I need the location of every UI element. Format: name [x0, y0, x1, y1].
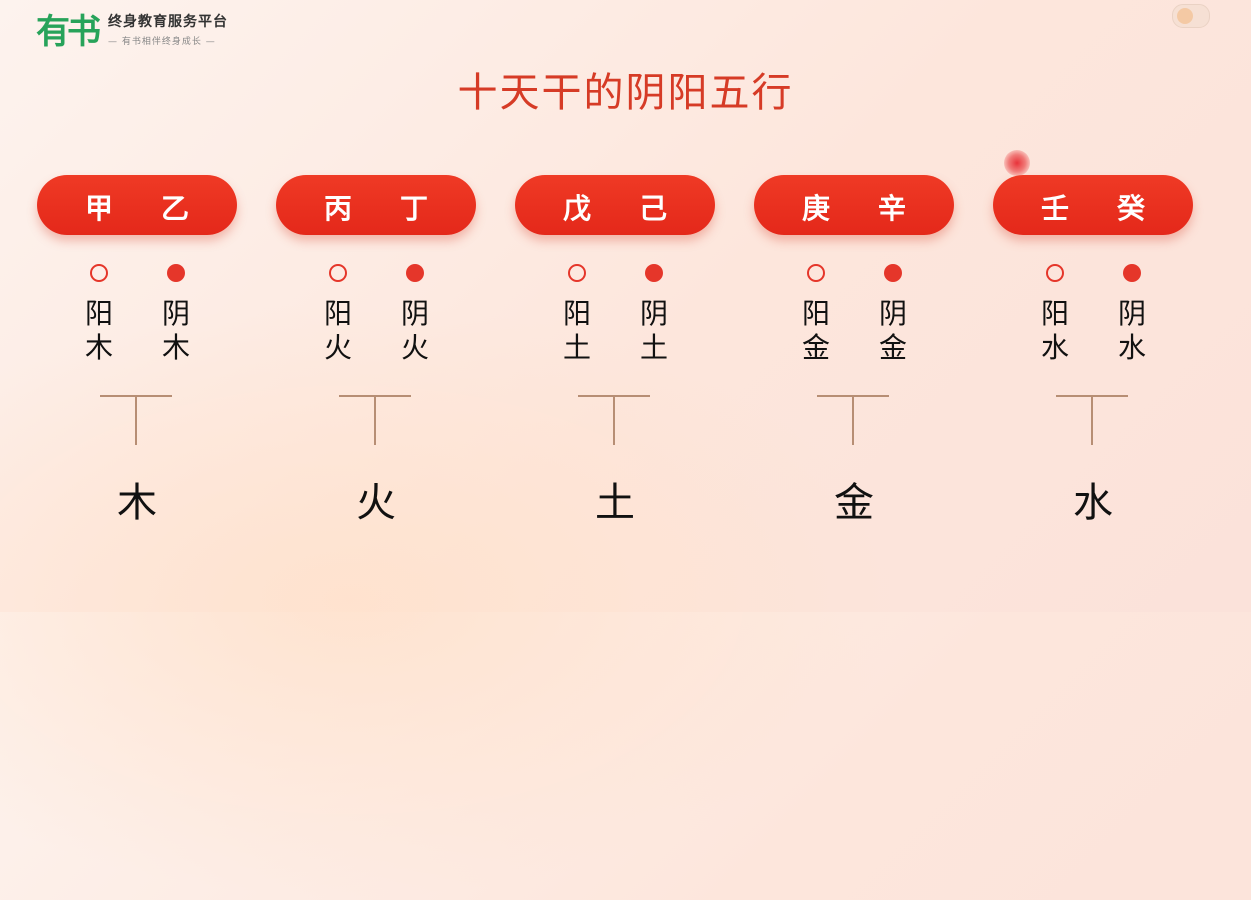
- pointer-indicator: [1004, 150, 1030, 176]
- yang-label: 阳水: [1040, 297, 1069, 364]
- logo-title: 终身教育服务平台: [108, 13, 228, 30]
- element-label: 火: [356, 480, 396, 526]
- yang-circle-icon: [1046, 264, 1064, 282]
- yin-label: 阴木: [161, 297, 190, 364]
- toggle-switch[interactable]: [1172, 4, 1210, 28]
- stem-yang: 甲: [84, 192, 113, 225]
- yang-label: 阳火: [323, 297, 352, 364]
- yin-label: 阴土: [639, 297, 668, 364]
- yin-label: 阴金: [878, 297, 907, 364]
- stem-yang: 丙: [323, 192, 352, 225]
- element-label: 水: [1073, 480, 1113, 526]
- element-label: 土: [595, 480, 635, 526]
- yang-label: 阳木: [84, 297, 113, 364]
- slide-title: 十天干的阴阳五行: [457, 70, 794, 116]
- stem-pill: 庚 辛: [754, 175, 954, 235]
- yang-circle-icon: [329, 264, 347, 282]
- background-decoration: [0, 300, 900, 900]
- stem-yin: 己: [638, 192, 667, 225]
- stem-pill: 丙 丁: [276, 175, 476, 235]
- yin-circle-icon: [645, 264, 663, 282]
- connector-stem: [852, 395, 854, 445]
- stem-yang: 庚: [801, 192, 830, 225]
- stem-pill: 壬 癸: [993, 175, 1193, 235]
- yin-label: 阴水: [1117, 297, 1146, 364]
- yin-circle-icon: [1123, 264, 1141, 282]
- connector-stem: [135, 395, 137, 445]
- connector-stem: [374, 395, 376, 445]
- yang-label: 阳土: [562, 297, 591, 364]
- stem-yin: 乙: [160, 192, 189, 225]
- brand-logo: 有书 终身教育服务平台 — 有书相伴终身成长 —: [36, 4, 228, 53]
- element-label: 金: [834, 480, 874, 526]
- element-label: 木: [117, 480, 157, 526]
- stem-pill: 甲 乙: [37, 175, 237, 235]
- yin-label: 阴火: [400, 297, 429, 364]
- yin-circle-icon: [406, 264, 424, 282]
- logo-text: 终身教育服务平台 — 有书相伴终身成长 —: [108, 11, 228, 47]
- stem-yin: 癸: [1116, 192, 1145, 225]
- connector-stem: [613, 395, 615, 445]
- yin-circle-icon: [884, 264, 902, 282]
- yang-label: 阳金: [801, 297, 830, 364]
- yang-circle-icon: [90, 264, 108, 282]
- stem-pill: 戊 己: [515, 175, 715, 235]
- stem-yang: 壬: [1040, 192, 1069, 225]
- toggle-knob: [1177, 8, 1193, 24]
- logo-subtitle: — 有书相伴终身成长 —: [108, 36, 216, 47]
- logo-mark: 有书: [36, 12, 101, 52]
- stem-yang: 戊: [562, 192, 591, 225]
- connector-stem: [1091, 395, 1093, 445]
- stem-yin: 丁: [399, 192, 428, 225]
- yang-circle-icon: [807, 264, 825, 282]
- yang-circle-icon: [568, 264, 586, 282]
- stem-yin: 辛: [877, 192, 906, 225]
- yin-circle-icon: [167, 264, 185, 282]
